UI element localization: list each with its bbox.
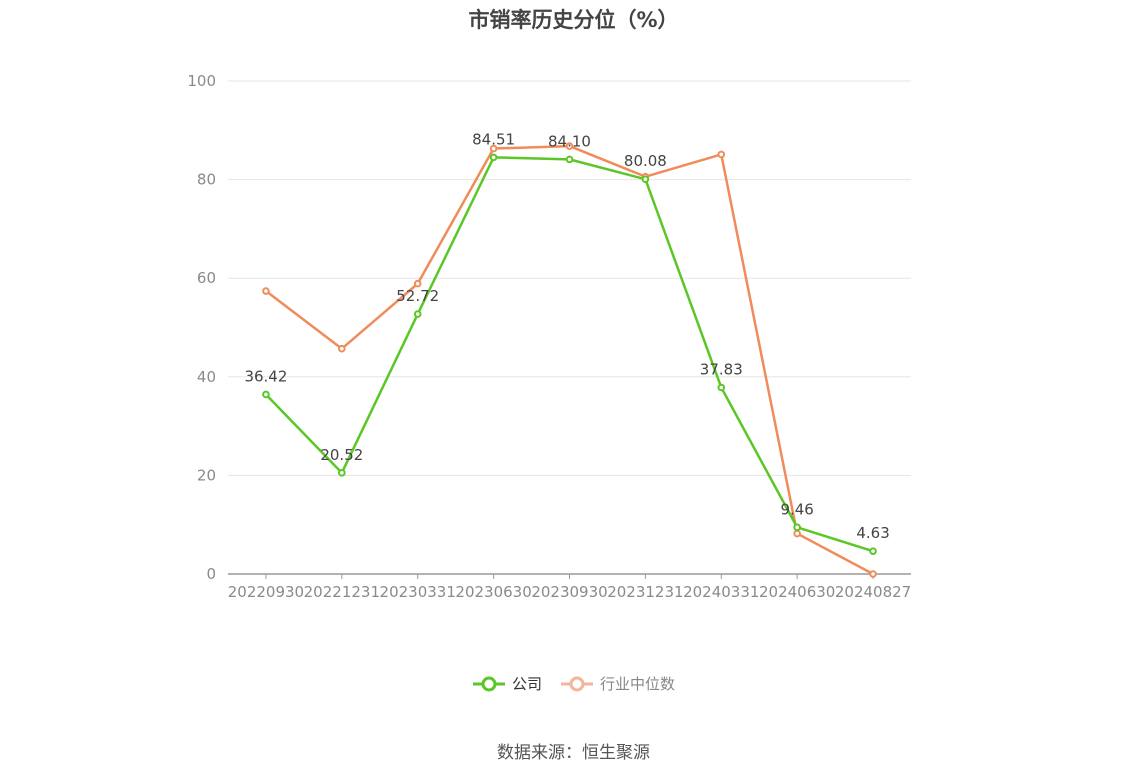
data-point-company xyxy=(641,175,650,184)
x-tick-label: 20230331 xyxy=(380,583,456,601)
data-point-company xyxy=(793,523,801,532)
data-point-industry xyxy=(793,529,801,538)
x-axis-ticks: 20220930 20221231 20230331 20230630 20230930… xyxy=(228,583,911,601)
data-labels: 36.42 20.52 52.72 84.51 84.10 80.08 37.83 9.46 4… xyxy=(244,130,889,542)
legend-label-industry: 行业中位数 xyxy=(600,675,676,693)
data-source: 数据来源：恒生聚源 xyxy=(497,743,650,763)
data-point-industry xyxy=(338,344,346,353)
x-tick-label: 20240630 xyxy=(759,583,835,601)
data-label: 20.52 xyxy=(320,446,363,464)
x-tick-label: 20240331 xyxy=(683,583,759,601)
y-tick-label: 60 xyxy=(197,269,216,287)
data-point-industry xyxy=(869,570,877,578)
x-tick-label: 20220930 xyxy=(228,583,304,601)
legend-label-company: 公司 xyxy=(511,675,542,693)
data-label: 9.46 xyxy=(780,500,813,518)
x-tick-label: 20221231 xyxy=(304,583,380,601)
data-label: 84.10 xyxy=(548,132,591,150)
data-label: 80.08 xyxy=(624,152,667,170)
chart-title: 市销率历史分位（%） xyxy=(468,8,679,32)
y-tick-label: 100 xyxy=(187,72,216,90)
data-point-company xyxy=(338,469,346,477)
circle-line-icon xyxy=(472,676,505,691)
data-point-company xyxy=(262,390,270,399)
data-label: 52.72 xyxy=(396,287,439,305)
data-point-industry xyxy=(717,150,726,159)
data-point-industry xyxy=(262,287,270,295)
data-label: 37.83 xyxy=(700,360,743,378)
series-points xyxy=(262,142,877,578)
data-label: 4.63 xyxy=(856,524,889,542)
data-point-industry xyxy=(489,144,498,153)
data-point-industry xyxy=(413,279,422,288)
legend-item-company[interactable]: 公司 xyxy=(472,673,542,694)
x-tick-label: 20240827 xyxy=(835,583,911,601)
data-label: 84.51 xyxy=(472,130,515,148)
y-tick-label: 0 xyxy=(206,565,216,583)
data-point-company xyxy=(565,155,574,164)
x-tick-label: 20231231 xyxy=(607,583,683,601)
data-point-company xyxy=(717,383,726,392)
circle-line-icon xyxy=(561,676,593,691)
data-point-company xyxy=(489,153,498,162)
y-axis-ticks: 0 20 40 60 80 100 xyxy=(187,72,216,583)
data-point-industry xyxy=(565,142,574,150)
x-axis xyxy=(228,573,911,579)
x-tick-label: 20230630 xyxy=(455,583,531,601)
y-tick-label: 20 xyxy=(197,466,216,484)
legend-item-industry[interactable]: 行业中位数 xyxy=(560,673,675,694)
x-tick-label: 20230930 xyxy=(531,583,607,601)
legend: 公司 行业中位数 xyxy=(0,673,1147,694)
y-tick-label: 40 xyxy=(197,368,216,386)
data-point-company xyxy=(869,547,877,555)
y-tick-label: 80 xyxy=(197,171,216,189)
series-line-company xyxy=(265,156,874,553)
data-point-company xyxy=(413,310,422,318)
data-label: 36.42 xyxy=(244,367,287,385)
